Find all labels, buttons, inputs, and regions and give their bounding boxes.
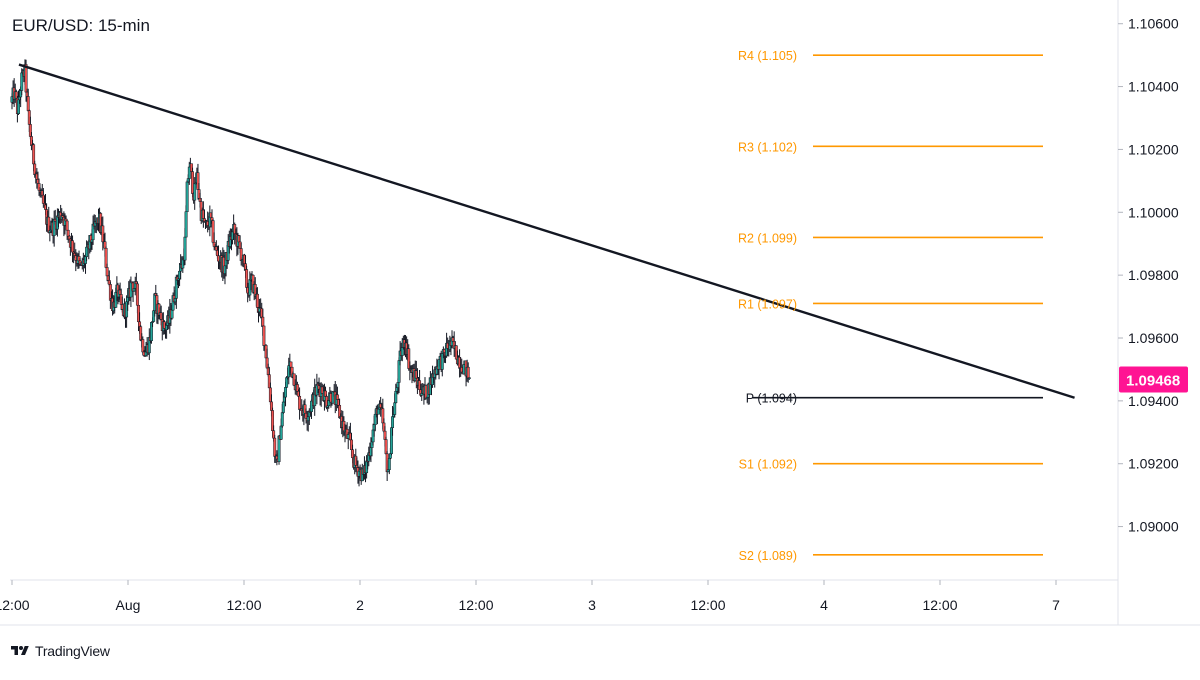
x-tick-label: 12:00: [458, 597, 493, 613]
candle-body: [277, 435, 281, 462]
candle-body: [298, 395, 302, 410]
candle-body: [26, 96, 30, 111]
candle-body: [24, 64, 28, 93]
candle-body: [135, 283, 139, 306]
candle-body: [393, 402, 397, 415]
y-tick-label: 1.09800: [1128, 267, 1179, 283]
candle-body: [387, 457, 391, 470]
candle-body: [184, 211, 188, 238]
candle-body: [289, 361, 293, 368]
x-tick-label: Aug: [116, 597, 141, 613]
candle-body: [65, 220, 69, 231]
tradingview-brand[interactable]: TradingView: [35, 643, 110, 659]
candle-body: [279, 425, 283, 440]
candle-body: [273, 437, 277, 457]
y-tick-label: 1.10200: [1128, 141, 1179, 157]
pivot-level-label: R4 (1.105): [738, 49, 797, 63]
pivot-level-label: R1 (1.097): [738, 297, 797, 311]
pivot-level-label: P (1.094): [746, 392, 797, 406]
x-tick-label: 12:00: [690, 597, 725, 613]
last-price-label: 1.09468: [1126, 372, 1180, 389]
candle-body: [71, 240, 74, 253]
candle-body: [262, 325, 266, 346]
y-tick-label: 1.10400: [1128, 79, 1179, 95]
y-tick-label: 1.09200: [1128, 456, 1179, 472]
descending-trendline[interactable]: [18, 63, 1075, 399]
x-tick-label: 7: [1052, 597, 1060, 613]
candle-body: [281, 401, 285, 413]
candle-body: [193, 183, 197, 201]
candle-body: [170, 309, 174, 319]
footer: TradingView: [10, 640, 110, 662]
candle-body: [377, 408, 380, 415]
candle-body: [183, 236, 187, 261]
y-tick-label: 1.10600: [1128, 16, 1179, 32]
y-tick-label: 1.09400: [1128, 393, 1179, 409]
candle-body: [335, 394, 339, 400]
pivot-level-label: S2 (1.089): [739, 549, 797, 563]
y-tick-label: 1.09000: [1128, 519, 1179, 535]
last-price-badge: [1119, 366, 1188, 393]
pivot-level-label: R2 (1.099): [738, 231, 797, 245]
tradingview-logo-icon[interactable]: [10, 644, 30, 658]
y-tick-label: 1.10000: [1128, 204, 1179, 220]
candle-body: [261, 316, 265, 327]
candle-body: [391, 416, 395, 428]
y-tick-label: 1.09600: [1128, 330, 1179, 346]
candle-body: [467, 377, 471, 379]
candle-body: [185, 181, 189, 212]
candle-body: [466, 366, 470, 379]
candle-body: [255, 293, 259, 308]
pivot-level-label: R3 (1.102): [738, 140, 797, 154]
candle-body: [284, 387, 287, 398]
candle-body: [105, 267, 109, 277]
x-tick-label: 12:00: [922, 597, 957, 613]
candle-body: [280, 412, 284, 427]
x-tick-label: 3: [588, 597, 596, 613]
chart-title: EUR/USD: 15-min: [12, 16, 150, 35]
pivot-level-label: S1 (1.092): [739, 458, 797, 472]
x-tick-label: 4: [820, 597, 828, 613]
x-tick-label: 2: [356, 597, 364, 613]
x-tick-label: 12:00: [0, 597, 30, 613]
x-tick-label: 12:00: [226, 597, 261, 613]
